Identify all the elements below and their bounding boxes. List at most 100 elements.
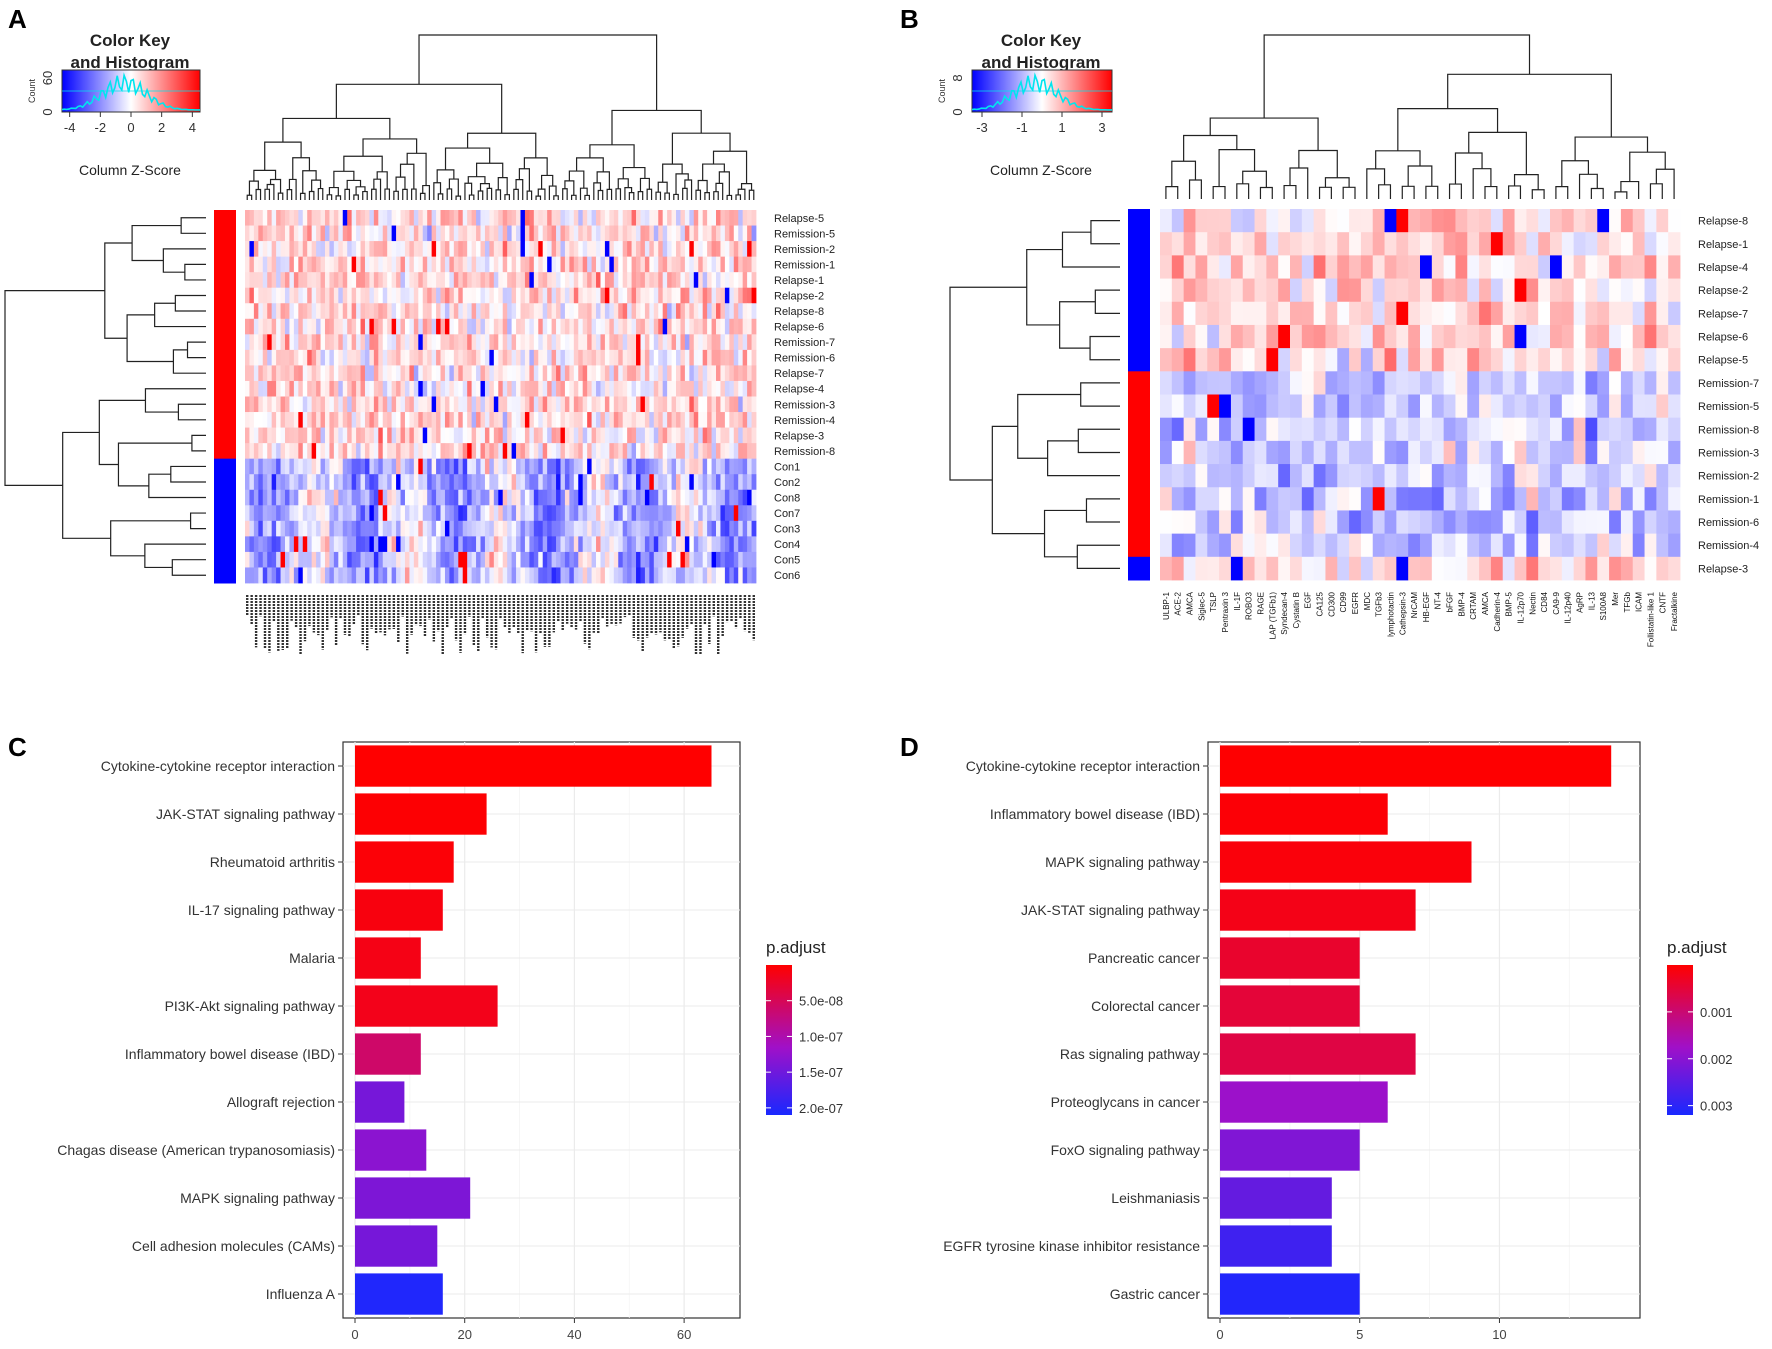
heatmap-cell [1396,417,1409,442]
heatmap-cell [600,443,606,460]
heatmap-cell [667,505,672,522]
dendrogram-branch [154,302,206,328]
heatmap-cell [1207,533,1220,558]
heatmap-cell [556,505,561,522]
heatmap-cell [680,287,686,304]
heatmap-cell [653,505,659,522]
heatmap-cell [507,210,513,226]
heatmap-cell [742,380,748,397]
heatmap-cell [716,536,721,553]
heatmap-cell [1502,232,1515,256]
heatmap-cell [671,272,677,289]
heatmap-cell [520,458,526,475]
heatmap-cell [404,225,410,242]
heatmap-cell [644,412,650,428]
heatmap-cell [364,225,370,242]
heatmap-cell [391,287,397,304]
heatmap-cell [431,287,437,304]
heatmap-cell [1620,324,1634,349]
heatmap-cell [418,505,424,522]
heatmap-cell [1620,417,1634,442]
heatmap-cell [462,272,468,289]
heatmap-cell [649,210,655,226]
heatmap-cell [622,505,628,522]
heatmap-cell [516,551,521,568]
heatmap-cell [578,303,584,320]
dendrogram-branch [537,188,546,200]
row-side-color [214,567,236,584]
heatmap-cell [253,427,259,444]
heatmap-cell [667,241,672,258]
heatmap-cell [422,210,428,226]
bar [355,889,443,931]
heatmap-cell [618,380,624,397]
heatmap-cell [693,396,699,413]
heatmap-cell [600,334,606,351]
heatmap-cell [431,489,437,506]
heatmap-cell [1372,278,1385,303]
heatmap-cell [298,210,304,226]
heatmap-cell [1360,440,1374,465]
heatmap-cell [587,349,592,366]
heatmap-cell [324,520,330,537]
heatmap-cell [436,489,441,506]
dendrogram-branch [464,182,473,200]
heatmap-cell [502,474,508,491]
heatmap-cell [436,287,441,304]
heatmap-cell [702,272,708,289]
heatmap-cell [444,396,450,413]
heatmap-cell [604,536,610,553]
heatmap-cell [680,458,686,475]
heatmap-cell [507,536,513,553]
heatmap-cell [404,272,410,289]
heatmap-cell [489,551,495,568]
heatmap-cell [422,334,428,351]
heatmap-cell [680,396,686,413]
heatmap-cell [262,427,268,444]
heatmap-cell [467,256,473,273]
heatmap-cell [1597,278,1610,303]
heatmap-cell [1668,324,1681,349]
heatmap-cell [364,551,370,568]
heatmap-cell [382,334,388,351]
heatmap-cell [360,334,366,351]
heatmap-cell [440,287,446,304]
heatmap-cell [484,505,490,522]
dendrogram-branch [371,188,377,200]
heatmap-cell [382,536,388,553]
heatmap-cell [644,334,650,351]
dendrogram-branch [117,442,192,487]
heatmap-cell [733,287,739,304]
column-label: RAGE [1256,592,1265,615]
heatmap-cell [582,287,588,304]
heatmap-cell [1408,440,1421,465]
heatmap-cell [653,427,659,444]
heatmap-cell [556,489,561,506]
heatmap-cell [258,551,264,568]
heatmap-cell [698,458,704,475]
heatmap-cell [267,210,273,226]
heatmap-cell [716,241,721,258]
heatmap-cell [1290,464,1303,488]
heatmap-cell [1526,255,1539,279]
heatmap-cell [662,474,668,491]
dendrogram-branch [593,182,602,200]
heatmap-cell [462,380,468,397]
heatmap-cell [347,318,353,335]
heatmap-cell [671,380,677,397]
heatmap-cell [436,567,441,584]
heatmap-cell [604,458,610,475]
heatmap-cell [484,536,490,553]
heatmap-cell [1585,487,1598,511]
heatmap-cell [320,272,326,289]
heatmap-cell [320,380,326,397]
heatmap-cell [391,474,397,491]
heatmap-cell [471,334,477,351]
heatmap-cell [356,303,361,320]
heatmap-cell [516,365,521,382]
column-label: NrCAM [1410,592,1419,619]
heatmap-cell [556,303,561,320]
heatmap-cell [751,272,757,289]
heatmap-cell [280,210,286,226]
dendrogram-branch [1620,180,1640,199]
